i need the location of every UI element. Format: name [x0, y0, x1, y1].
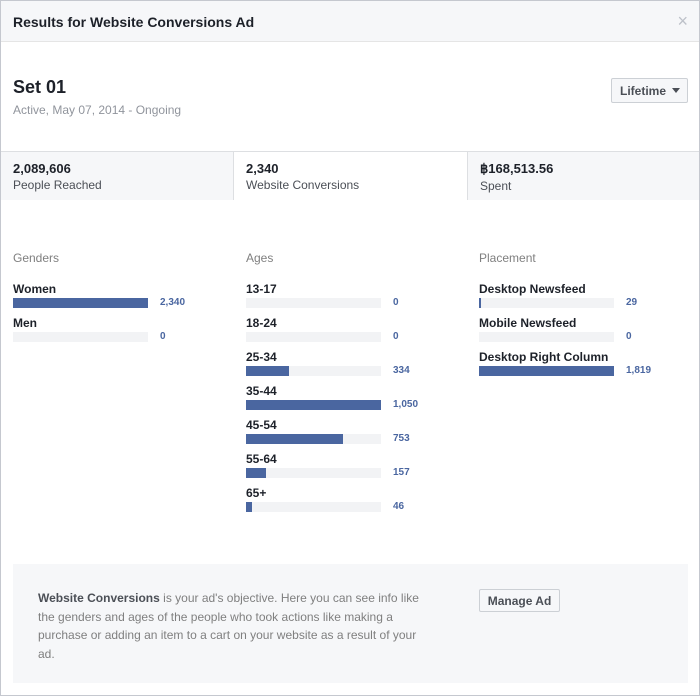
stats-bar: 2,089,606 People Reached 2,340 Website C…: [1, 151, 699, 200]
set-title: Set 01: [13, 77, 67, 97]
bar-track: [246, 502, 381, 512]
stat-label: Spent: [480, 179, 512, 193]
placement-heading: Placement: [479, 251, 536, 265]
close-icon[interactable]: ×: [677, 11, 688, 31]
placement-row: Mobile Newsfeed 0: [479, 316, 679, 350]
row-value[interactable]: 0: [393, 331, 399, 342]
manage-ad-button[interactable]: Manage Ad: [479, 589, 560, 612]
bar-fill: [246, 366, 289, 376]
row-label: 13-17: [246, 282, 277, 296]
dialog-title: Results for Website Conversions Ad: [13, 14, 255, 30]
bar-track: [246, 298, 381, 308]
bar-track: [13, 332, 148, 342]
row-value[interactable]: 157: [393, 467, 410, 478]
bar-fill: [246, 400, 381, 410]
ages-row: 55-64 157: [246, 452, 446, 486]
ages-row: 25-34 334: [246, 350, 446, 384]
row-label: Women: [13, 282, 57, 296]
row-label: 65+: [246, 486, 267, 500]
placement-row: Desktop Newsfeed 29: [479, 282, 679, 316]
ages-row: 65+ 46: [246, 486, 446, 520]
ages-row: 45-54 753: [246, 418, 446, 452]
bar-track: [246, 400, 381, 410]
row-value[interactable]: 0: [160, 331, 166, 342]
row-label: 25-34: [246, 350, 277, 364]
bar-track: [246, 434, 381, 444]
genders-row: Men 0: [13, 316, 213, 350]
bar-track: [479, 298, 614, 308]
stat-people-reached[interactable]: 2,089,606 People Reached: [1, 152, 234, 200]
lifetime-label: Lifetime: [620, 83, 667, 98]
objective-name: Website Conversions: [38, 591, 160, 605]
stat-value: 2,089,606: [13, 161, 71, 176]
bar-track: [13, 298, 148, 308]
row-label: Men: [13, 316, 37, 330]
lifetime-dropdown-button[interactable]: Lifetime: [611, 78, 688, 103]
set-status: Active, May 07, 2014 - Ongoing: [13, 103, 182, 117]
ages-heading: Ages: [246, 251, 274, 265]
ages-breakdown: 13-17 0 18-24 0 25-34 334 35-44 1,050 45-54 753 55…: [246, 282, 446, 520]
row-label: Desktop Newsfeed: [479, 282, 586, 296]
stat-website-conversions[interactable]: 2,340 Website Conversions: [234, 152, 467, 200]
bar-track: [246, 468, 381, 478]
row-label: Desktop Right Column: [479, 350, 609, 364]
objective-description: Website Conversions is your ad's objecti…: [38, 589, 433, 663]
stat-value: ฿168,513.56: [480, 161, 554, 176]
placement-row: Desktop Right Column 1,819: [479, 350, 679, 384]
bar-track: [246, 332, 381, 342]
ages-row: 35-44 1,050: [246, 384, 446, 418]
bar-track: [479, 332, 614, 342]
bar-fill: [246, 502, 252, 512]
row-value[interactable]: 753: [393, 433, 410, 444]
row-label: 18-24: [246, 316, 277, 330]
genders-breakdown: Women 2,340 Men 0: [13, 282, 213, 350]
row-label: 45-54: [246, 418, 277, 432]
bar-fill: [246, 434, 343, 444]
bar-fill: [13, 298, 148, 308]
bar-fill: [479, 298, 481, 308]
dialog-header: Results for Website Conversions Ad ×: [1, 1, 699, 42]
ages-row: 13-17 0: [246, 282, 446, 316]
row-value[interactable]: 1,819: [626, 365, 652, 376]
genders-row: Women 2,340: [13, 282, 213, 316]
bar-fill: [246, 468, 266, 478]
ages-row: 18-24 0: [246, 316, 446, 350]
stat-value: 2,340: [246, 161, 279, 176]
bar-track: [246, 366, 381, 376]
row-label: 35-44: [246, 384, 277, 398]
objective-info-box: Website Conversions is your ad's objecti…: [13, 564, 688, 683]
chevron-down-icon: [672, 88, 681, 93]
bar-track: [479, 366, 614, 376]
stat-label: Website Conversions: [246, 178, 360, 192]
row-value[interactable]: 29: [626, 297, 638, 308]
row-label: Mobile Newsfeed: [479, 316, 577, 330]
row-value[interactable]: 1,050: [393, 399, 419, 410]
stat-spent[interactable]: ฿168,513.56 Spent: [467, 152, 699, 200]
row-value[interactable]: 0: [626, 331, 632, 342]
stat-label: People Reached: [13, 178, 102, 192]
row-value[interactable]: 0: [393, 297, 399, 308]
row-value[interactable]: 46: [393, 501, 405, 512]
row-label: 55-64: [246, 452, 277, 466]
placement-breakdown: Desktop Newsfeed 29 Mobile Newsfeed 0 Deskto…: [479, 282, 679, 384]
objective-body: is your ad's objective. Here you can see…: [38, 591, 419, 661]
row-value[interactable]: 2,340: [160, 297, 186, 308]
genders-heading: Genders: [13, 251, 60, 265]
bar-fill: [479, 366, 614, 376]
row-value[interactable]: 334: [393, 365, 410, 376]
